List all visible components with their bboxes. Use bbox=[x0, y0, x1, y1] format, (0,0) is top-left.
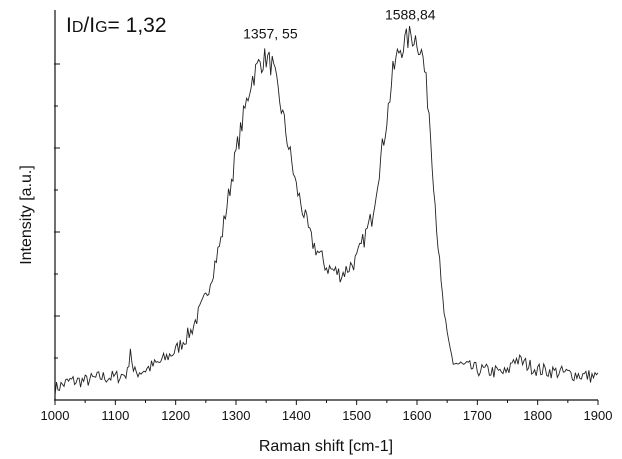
x-tick-label: 1700 bbox=[463, 408, 492, 423]
x-tick-label: 1600 bbox=[403, 408, 432, 423]
x-tick-label: 1200 bbox=[161, 408, 190, 423]
intensity-ratio-annotation: ID/IG= 1,32 bbox=[66, 14, 167, 37]
x-tick-label: 1100 bbox=[101, 408, 129, 423]
x-tick-label: 1800 bbox=[523, 408, 552, 423]
x-tick-label: 1000 bbox=[41, 408, 70, 423]
x-tick-label: 1500 bbox=[342, 408, 371, 423]
x-tick-label: 1300 bbox=[222, 408, 251, 423]
peak-label: 1357, 55 bbox=[243, 26, 298, 42]
x-axis-label: Raman shift [cm-1] bbox=[258, 438, 394, 455]
x-tick-label: 1900 bbox=[584, 408, 613, 423]
spectrum-line bbox=[54, 25, 599, 396]
peak-label: 1588,84 bbox=[385, 7, 436, 23]
x-tick-label: 1400 bbox=[282, 408, 311, 423]
